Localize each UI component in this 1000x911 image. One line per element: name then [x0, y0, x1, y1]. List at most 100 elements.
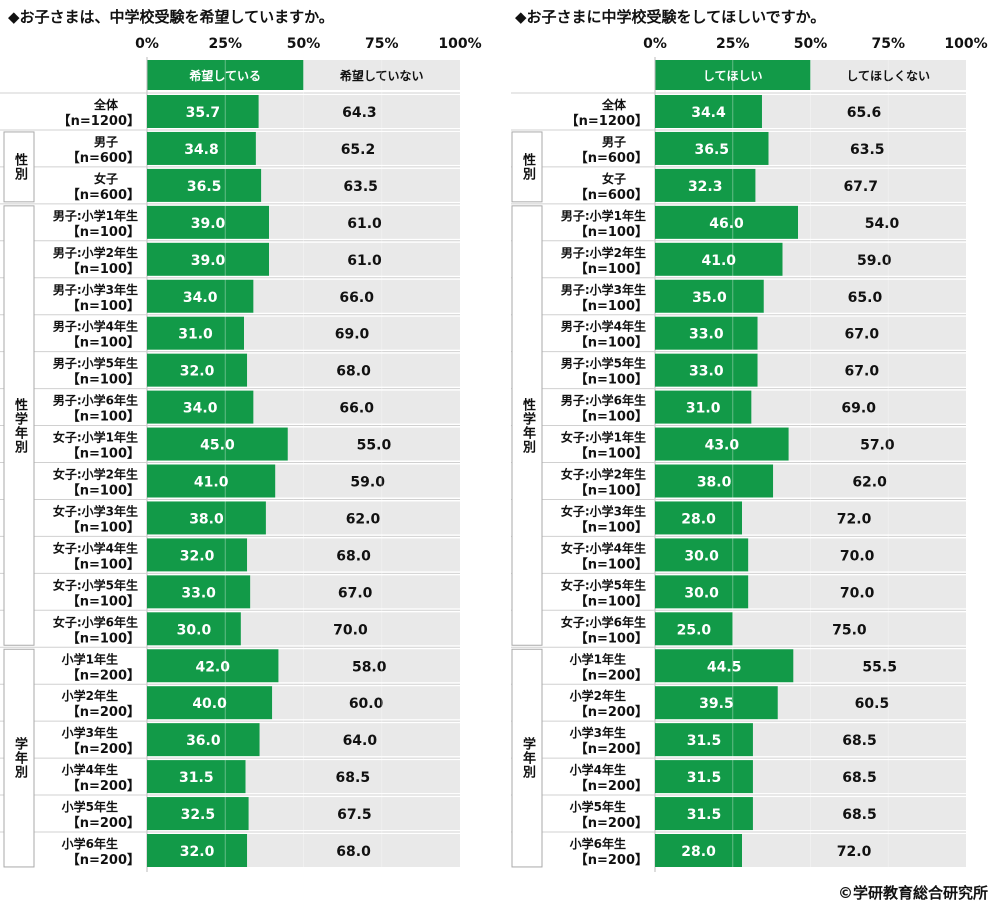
- data-label-no: 55.0: [357, 438, 392, 454]
- data-label-no: 68.5: [842, 807, 877, 823]
- category-n: 【n=100】: [575, 630, 648, 646]
- copyright: ©学研教育総合研究所: [837, 884, 988, 902]
- legend-label-yes: 希望している: [188, 68, 261, 83]
- category-label: 女子: [602, 171, 626, 186]
- bar-no: [732, 612, 966, 646]
- data-label-yes: 38.0: [697, 475, 732, 491]
- data-label-no: 67.0: [845, 327, 880, 343]
- category-n: 【n=600】: [67, 150, 140, 166]
- category-label: 男子: [94, 135, 118, 149]
- category-label: 男子:小学4年生: [561, 319, 646, 334]
- x-tick-label: 75%: [871, 36, 905, 52]
- bar-yes: [147, 797, 249, 831]
- category-label: 男子:小学3年生: [561, 282, 646, 297]
- data-label-no: 68.0: [336, 364, 371, 380]
- x-tick-label: 0%: [643, 36, 667, 52]
- group-box: [511, 648, 543, 868]
- category-n: 【n=100】: [575, 556, 648, 572]
- category-label: 女子:小学1年生: [53, 430, 138, 445]
- bar-yes: [655, 834, 743, 867]
- category-n: 【n=200】: [575, 778, 648, 794]
- bar-no: [272, 686, 460, 720]
- category-label: 男子: [602, 135, 626, 149]
- bar-no: [265, 501, 460, 535]
- category-label: 全体: [93, 97, 119, 112]
- category-n: 【n=100】: [67, 519, 140, 535]
- bar-yes: [655, 168, 756, 202]
- data-label-yes: 35.7: [186, 105, 221, 121]
- group-box: [3, 131, 35, 203]
- category-label: 男子:小学5年生: [561, 356, 646, 371]
- category-n: 【n=200】: [67, 852, 140, 868]
- bar-no: [275, 464, 460, 498]
- bar-no: [757, 353, 966, 387]
- data-label-yes: 33.0: [689, 327, 724, 343]
- category-label: 男子:小学6年生: [561, 393, 646, 408]
- category-n: 【n=200】: [575, 704, 648, 720]
- category-n: 【n=100】: [575, 298, 648, 314]
- x-tick-label: 50%: [794, 36, 828, 52]
- data-label-no: 66.0: [339, 401, 374, 417]
- data-label-yes: 25.0: [677, 622, 712, 638]
- category-label: 小学6年生: [62, 836, 118, 851]
- bar-no: [748, 538, 966, 572]
- bar-yes: [655, 131, 769, 165]
- data-label-no: 65.6: [847, 105, 882, 121]
- category-n: 【n=100】: [575, 409, 648, 425]
- data-label-yes: 32.0: [180, 364, 215, 380]
- x-tick-label: 50%: [287, 36, 321, 52]
- group-box: [3, 205, 35, 646]
- data-label-no: 61.0: [347, 253, 382, 269]
- data-label-no: 64.0: [343, 733, 378, 749]
- data-label-yes: 31.5: [179, 770, 214, 786]
- category-label: 女子:小学6年生: [53, 614, 138, 629]
- data-label-no: 62.0: [346, 511, 381, 527]
- category-label: 小学6年生: [570, 836, 626, 851]
- category-n: 【n=600】: [575, 150, 648, 166]
- chart-title: ◆お子さまに中学校受験をしてほしいですか。: [515, 8, 825, 26]
- bar-no: [259, 723, 460, 757]
- category-label: 小学2年生: [570, 688, 626, 703]
- bar-yes: [655, 538, 749, 572]
- group-label: 性学年別: [520, 397, 535, 454]
- group-box: [511, 131, 543, 203]
- bar-yes: [655, 686, 778, 720]
- category-n: 【n=100】: [67, 593, 140, 609]
- data-label-yes: 33.0: [181, 585, 216, 601]
- legend-swatch-no: [303, 60, 460, 90]
- category-n: 【n=200】: [67, 667, 140, 683]
- category-n: 【n=200】: [575, 741, 648, 757]
- bar-yes: [655, 501, 743, 535]
- category-label: 小学5年生: [570, 799, 626, 814]
- bar-yes: [147, 538, 248, 572]
- data-label-yes: 34.0: [183, 290, 218, 306]
- category-n: 【n=100】: [575, 483, 648, 499]
- data-label-yes: 34.0: [183, 401, 218, 417]
- bar-yes: [655, 760, 753, 794]
- bar-yes: [147, 131, 256, 165]
- bar-no: [793, 649, 966, 683]
- bar-no: [244, 316, 460, 350]
- category-n: 【n=100】: [67, 446, 140, 462]
- bar-no: [247, 538, 460, 572]
- bar-yes: [147, 168, 262, 202]
- category-label: 小学3年生: [62, 725, 118, 740]
- category-n: 【n=200】: [67, 741, 140, 757]
- legend-swatch-no: [810, 60, 966, 90]
- bar-yes: [655, 797, 753, 831]
- category-label: 男子:小学1年生: [53, 208, 138, 223]
- group-label: 学年別: [12, 737, 27, 780]
- category-n: 【n=100】: [575, 261, 648, 277]
- data-label-yes: 32.5: [181, 807, 216, 823]
- category-label: 女子:小学3年生: [53, 503, 138, 518]
- category-label: 小学1年生: [570, 651, 626, 666]
- data-label-no: 68.5: [842, 733, 877, 749]
- data-label-yes: 31.0: [686, 401, 721, 417]
- bar-yes: [147, 464, 276, 498]
- data-label-yes: 41.0: [701, 253, 736, 269]
- category-n: 【n=100】: [67, 298, 140, 314]
- data-label-no: 68.0: [336, 548, 371, 564]
- bar-no: [748, 575, 966, 609]
- data-label-no: 70.0: [840, 585, 875, 601]
- category-label: 小学3年生: [570, 725, 626, 740]
